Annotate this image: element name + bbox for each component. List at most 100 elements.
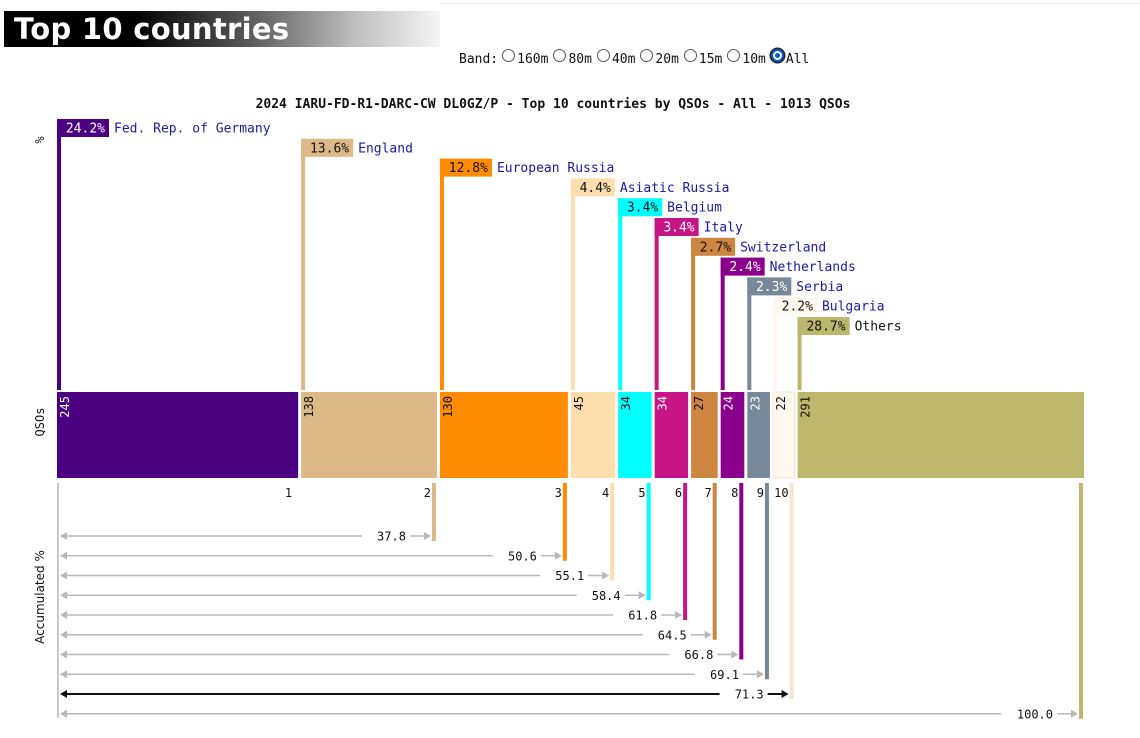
- accumulated-arrow-head-left: [60, 670, 67, 679]
- band-option-label: 80m: [568, 52, 592, 67]
- country-label: Bulgaria: [822, 300, 885, 315]
- header-divider: [440, 3, 1140, 4]
- accumulated-value: 58.4: [592, 589, 621, 603]
- band-option-80m[interactable]: 80m: [553, 49, 596, 67]
- percent-label: 2.3%: [756, 280, 787, 295]
- accumulated-arrow-head-left: [60, 709, 67, 718]
- qso-bar: [654, 392, 689, 478]
- band-option-15m[interactable]: 15m: [683, 49, 727, 67]
- accumulated-arrow-head-right: [731, 650, 739, 659]
- percent-flag: [772, 297, 817, 316]
- accumulated-arrow-head-left: [60, 650, 67, 659]
- band-radio-160m[interactable]: [502, 49, 516, 62]
- accumulated-value: 64.5: [658, 628, 687, 642]
- band-option-all[interactable]: All: [770, 49, 814, 67]
- percent-stem: [720, 257, 725, 390]
- rank-label: 1: [285, 486, 292, 500]
- qso-count-label: 45: [572, 396, 586, 410]
- percent-stem: [747, 277, 752, 390]
- qso-count-label: 291: [799, 396, 813, 418]
- page-title: Top 10 countries: [14, 12, 290, 46]
- accumulated-arrow-head-right: [423, 532, 431, 540]
- qso-count-label: 23: [748, 396, 762, 410]
- percent-stem: [57, 119, 61, 390]
- rank-label: 10: [774, 486, 788, 500]
- accumulated-arrow-head-right: [675, 611, 683, 619]
- percent-flag: [570, 178, 615, 197]
- percent-stem: [772, 297, 777, 390]
- percent-label: 13.6%: [310, 141, 349, 156]
- percent-flag: [747, 277, 792, 296]
- percent-flag: [57, 119, 109, 137]
- percent-stem: [618, 198, 623, 390]
- accumulated-arrow-head-left: [60, 532, 67, 540]
- percent-stem: [691, 237, 696, 390]
- accumulated-arrow-head-right: [704, 630, 712, 639]
- band-option-label: 15m: [698, 52, 723, 67]
- qso-count-label: 24: [722, 396, 736, 410]
- band-radio-10m[interactable]: [727, 49, 741, 62]
- band-radio-all[interactable]: [770, 49, 784, 62]
- qso-bar: [720, 392, 745, 478]
- percent-panel-label: %: [33, 136, 47, 144]
- band-selector: Band: 160m 80m 40m 20m 15m 10m All: [459, 49, 814, 68]
- percent-stem: [301, 138, 306, 390]
- percent-label: 24.2%: [66, 122, 105, 137]
- band-option-40m[interactable]: 40m: [596, 49, 640, 67]
- band-radio-15m[interactable]: [683, 49, 697, 62]
- band-option-label: 10m: [742, 52, 766, 67]
- qso-count-label: 130: [441, 396, 455, 418]
- country-label: Asiatic Russia: [620, 181, 730, 196]
- country-label: England: [358, 141, 413, 156]
- rank-label: 4: [602, 486, 609, 500]
- rank-label: 8: [731, 486, 738, 500]
- qso-count-label: 34: [619, 396, 633, 410]
- accumulated-arrow-head-right: [554, 551, 562, 560]
- accumulated-arrow-head-right: [1071, 709, 1078, 718]
- band-option-160m[interactable]: 160m: [502, 49, 553, 67]
- accumulated-value: 55.1: [555, 569, 584, 583]
- percent-label: 2.2%: [782, 300, 813, 315]
- qso-bar: [57, 392, 299, 478]
- accumulated-arrow-head-left: [60, 591, 67, 600]
- qso-count-label: 22: [774, 396, 788, 410]
- accumulated-arrow-head-left: [60, 611, 67, 619]
- accumulated-value: 69.1: [710, 668, 739, 682]
- band-option-label: 40m: [611, 52, 636, 67]
- percent-flag: [797, 317, 850, 335]
- percent-flag: [301, 138, 354, 157]
- qso-count-label: 34: [656, 396, 670, 410]
- country-label: Italy: [704, 221, 743, 236]
- accumulated-panel-label: Accumulated %: [33, 550, 47, 644]
- qso-bar: [439, 392, 568, 478]
- band-option-20m[interactable]: 20m: [640, 49, 683, 67]
- band-option-10m[interactable]: 10m: [727, 49, 770, 67]
- accumulated-arrow-head-left: [60, 551, 67, 560]
- percent-flag: [654, 218, 699, 236]
- accumulated-value: 37.8: [377, 530, 406, 544]
- country-label: Netherlands: [770, 260, 856, 275]
- country-label: Fed. Rep. of Germany: [114, 122, 271, 137]
- band-radio-20m[interactable]: [640, 49, 654, 62]
- band-option-label: 160m: [517, 52, 549, 67]
- percent-stem: [654, 218, 659, 390]
- chart-title: 2024 IARU-FD-R1-DARC-CW DL0GZ/P - Top 10…: [256, 97, 851, 112]
- band-option-label: 20m: [655, 52, 679, 67]
- page-header: Top 10 countries: [4, 11, 440, 47]
- rank-label: 7: [704, 486, 711, 500]
- percent-flag: [691, 237, 736, 256]
- qsos-panel-label: QSOs: [33, 408, 47, 437]
- accumulated-arrow-head-right: [602, 571, 610, 580]
- percent-stem: [797, 317, 802, 390]
- percent-stem: [439, 158, 444, 390]
- percent-label: 2.7%: [700, 240, 731, 255]
- qso-bar: [747, 392, 770, 478]
- accumulated-value: 50.6: [508, 549, 537, 563]
- band-radio-40m[interactable]: [596, 49, 610, 62]
- qso-bar: [797, 392, 1084, 478]
- qso-bar: [691, 392, 718, 478]
- qso-bar: [570, 392, 616, 478]
- band-label: Band:: [459, 51, 499, 67]
- accumulated-arrow-head-right: [756, 670, 764, 679]
- band-radio-80m[interactable]: [553, 49, 567, 62]
